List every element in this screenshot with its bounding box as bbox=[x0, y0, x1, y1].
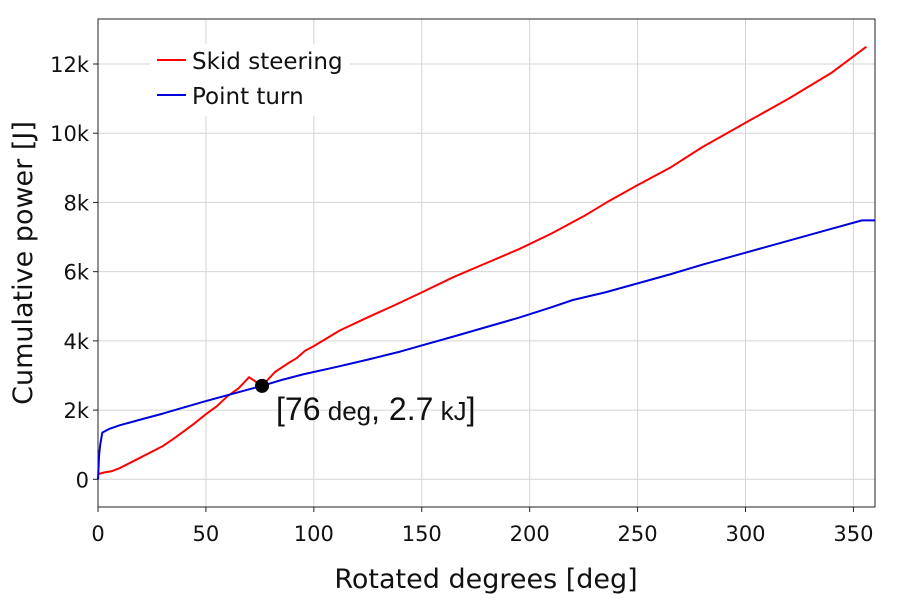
y-tick-label: 12k bbox=[50, 53, 90, 77]
x-tick-label: 0 bbox=[91, 522, 104, 546]
annotation-mid: , 2.7 bbox=[371, 391, 433, 427]
y-tick-label: 8k bbox=[63, 191, 89, 215]
annotation-unit-kj: kJ bbox=[433, 396, 466, 426]
x-tick-label: 200 bbox=[510, 522, 550, 546]
series-line-point-turn bbox=[97, 219, 875, 480]
annotation-close: ] bbox=[467, 391, 476, 427]
x-tick-label: 50 bbox=[193, 522, 220, 546]
x-tick-label: 300 bbox=[725, 522, 765, 546]
legend-label-point-turn: Point turn bbox=[192, 84, 304, 110]
annotation: [76 deg, 2.7 kJ] bbox=[255, 378, 476, 427]
legend-label-skid-steering: Skid steering bbox=[192, 49, 343, 75]
axis-ticks: 0 50 100 150 200 250 300 350 0 2k 4k 6k 8k 10k 12k bbox=[50, 53, 873, 546]
plot-frame bbox=[97, 18, 876, 508]
annotation-point bbox=[255, 378, 270, 393]
y-tick-label: 0 bbox=[76, 468, 89, 492]
x-tick-label: 250 bbox=[618, 522, 658, 546]
y-tick-label: 4k bbox=[63, 330, 89, 354]
grid bbox=[97, 19, 875, 507]
x-tick-label: 150 bbox=[402, 522, 442, 546]
x-axis-label: Rotated degrees [deg] bbox=[334, 564, 637, 595]
legend: Skid steering Point turn bbox=[150, 44, 350, 116]
series-line-skid-steering bbox=[97, 45, 867, 476]
x-tick-label: 100 bbox=[294, 522, 334, 546]
annotation-label: [76 deg, 2.7 kJ] bbox=[276, 391, 475, 427]
y-tick-label: 10k bbox=[50, 122, 90, 146]
annotation-open: [76 bbox=[276, 391, 320, 427]
legend-background bbox=[150, 44, 350, 116]
annotation-unit-deg: deg bbox=[321, 396, 372, 426]
series-lines bbox=[97, 45, 875, 480]
x-tick-label: 350 bbox=[833, 522, 873, 546]
y-tick-label: 6k bbox=[63, 261, 89, 285]
y-tick-label: 2k bbox=[63, 399, 89, 423]
y-axis-label: Cumulative power [J] bbox=[8, 121, 39, 405]
